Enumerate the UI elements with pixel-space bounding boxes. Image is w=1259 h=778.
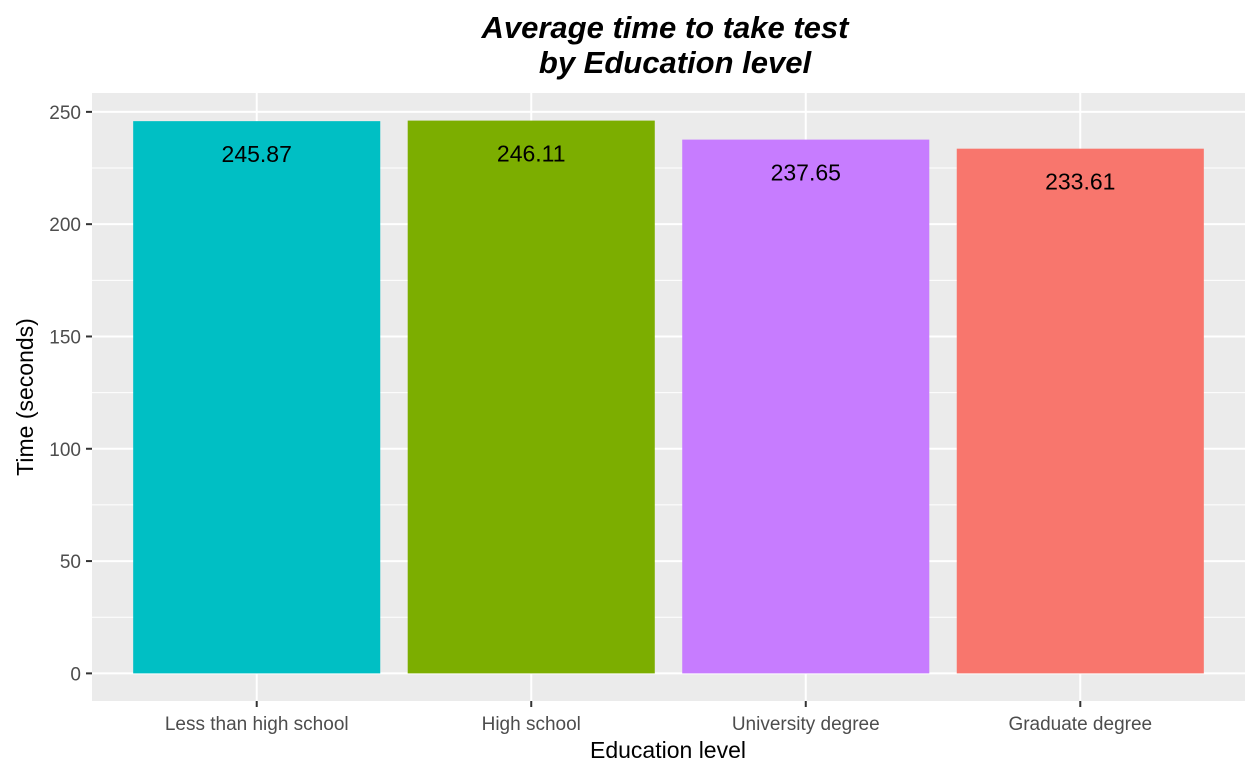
y-tick-label: 200 bbox=[49, 215, 81, 236]
bar bbox=[407, 120, 655, 674]
y-axis: 0 50 100 150 200 250 bbox=[49, 103, 92, 685]
y-tick-label: 250 bbox=[49, 103, 81, 124]
bar bbox=[682, 139, 930, 674]
x-axis-title: Education level bbox=[590, 737, 746, 763]
bar-value-label: 233.61 bbox=[1045, 169, 1115, 195]
x-axis: Less than high school High school Universi… bbox=[165, 701, 1152, 735]
x-tick-label: Graduate degree bbox=[1008, 714, 1152, 735]
y-axis-title: Time (seconds) bbox=[12, 318, 38, 476]
y-tick-label: 150 bbox=[49, 327, 81, 348]
x-tick-label: Less than high school bbox=[165, 714, 349, 735]
x-tick-label: University degree bbox=[732, 714, 880, 735]
bar bbox=[956, 148, 1204, 674]
bar bbox=[133, 121, 381, 674]
y-tick-label: 100 bbox=[49, 440, 81, 461]
bar-value-label: 237.65 bbox=[771, 160, 841, 186]
chart-title-line-1: Average time to take test bbox=[481, 10, 851, 45]
chart-title-line-2: by Education level bbox=[539, 45, 813, 80]
y-tick-label: 0 bbox=[70, 664, 81, 685]
bars bbox=[133, 120, 1204, 674]
bar-value-label: 245.87 bbox=[222, 141, 292, 167]
y-tick-label: 50 bbox=[60, 552, 81, 573]
bar-value-label: 246.11 bbox=[497, 141, 566, 167]
bar-value-labels: 245.87 246.11 237.65 233.61 bbox=[222, 141, 1116, 195]
x-tick-label: High school bbox=[482, 714, 581, 735]
